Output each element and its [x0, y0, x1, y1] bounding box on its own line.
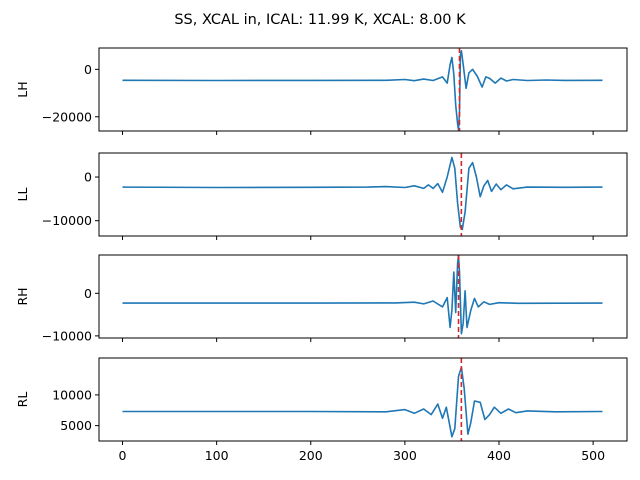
- y-tick-label: −10000: [42, 213, 92, 228]
- x-tick-label: 0: [119, 448, 127, 463]
- y-tick-label: −10000: [42, 328, 92, 343]
- x-tick-label: 200: [299, 448, 323, 463]
- axes-frame: [98, 152, 628, 237]
- x-tick-label: 400: [487, 448, 511, 463]
- axes-frame: [98, 47, 628, 132]
- y-tick-label: 0: [84, 286, 92, 301]
- chart-title: SS, XCAL in, ICAL: 11.99 K, XCAL: 8.00 K: [174, 12, 466, 28]
- panel-lh: 0 −20000 LH: [15, 47, 628, 135]
- axes-frame: [98, 357, 628, 442]
- y-tick-label: 0: [84, 62, 92, 77]
- series-line: [122, 50, 603, 131]
- series-line: [122, 255, 603, 335]
- series-line: [122, 366, 603, 438]
- y-axis-label: LH: [15, 81, 30, 97]
- x-tick-label: 500: [581, 448, 605, 463]
- x-tick-label: 100: [205, 448, 229, 463]
- series-line: [122, 156, 603, 231]
- y-axis-label: RL: [15, 392, 30, 408]
- y-tick-label: −20000: [42, 109, 92, 124]
- y-tick-label: 0: [84, 170, 92, 185]
- panel-rh: 0 −10000 RH: [15, 254, 628, 343]
- x-tick-label: 300: [393, 448, 417, 463]
- panel-rl: 10000 5000 0 100 200 300 400 500 RL: [15, 357, 628, 463]
- axes-frame: [98, 254, 628, 339]
- y-axis-label: LL: [15, 188, 30, 202]
- y-tick-label: 10000: [52, 387, 92, 402]
- y-tick-label: 5000: [60, 418, 92, 433]
- panel-ll: 0 −10000 LL: [15, 152, 628, 240]
- y-axis-label: RH: [15, 287, 30, 305]
